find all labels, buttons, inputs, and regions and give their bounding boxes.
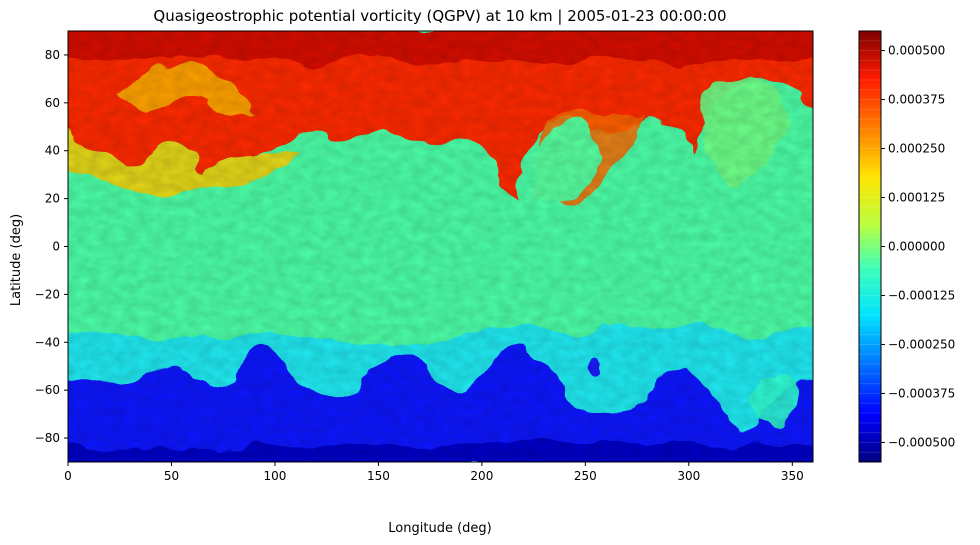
colorbar-bands (859, 40, 881, 453)
colorbar-tick-label: 0.000375 (888, 93, 945, 107)
x-tick-label: 0 (64, 469, 72, 483)
y-tick-label: −80 (35, 431, 60, 445)
y-axis-label: Latitude (deg) (9, 214, 24, 306)
colorbar-tick-label: 0.000000 (888, 240, 945, 254)
x-tick-label: 150 (367, 469, 390, 483)
x-tick-label: 50 (164, 469, 179, 483)
x-tick-label: 300 (677, 469, 700, 483)
y-tick-label: −20 (35, 287, 60, 301)
x-axis: 0 50 100 150 200 250 300 350 (64, 462, 804, 483)
y-tick-label: 40 (45, 144, 60, 158)
colorbar-tick-label: 0.000500 (888, 44, 945, 58)
colorbar-tick-label: −0.000375 (888, 386, 955, 400)
colorbar-tick-label: −0.000500 (888, 435, 955, 449)
y-axis: 80 60 40 20 0 −20 −40 −60 −80 (35, 48, 68, 445)
x-tick-label: 250 (574, 469, 597, 483)
colorbar-tick-label: −0.000250 (888, 337, 955, 351)
colorbar-tick-label: 0.000125 (888, 191, 945, 205)
field-texture (68, 31, 813, 462)
y-tick-label: −60 (35, 383, 60, 397)
chart-title: Quasigeostrophic potential vorticity (QG… (153, 7, 726, 25)
colorbar-tick-label: −0.000125 (888, 288, 955, 302)
y-tick-label: 80 (45, 48, 60, 62)
x-tick-label: 200 (470, 469, 493, 483)
x-tick-label: 100 (263, 469, 286, 483)
qgpv-field (68, 31, 813, 462)
x-tick-label: 350 (781, 469, 804, 483)
colorbar-tick-label: 0.000250 (888, 142, 945, 156)
y-tick-label: 20 (45, 192, 60, 206)
y-tick-label: 60 (45, 96, 60, 110)
y-tick-label: 0 (52, 240, 60, 254)
colorbar-axis: 0.000500 0.000375 0.000250 0.000125 0.000000… (881, 44, 955, 449)
x-axis-label: Longitude (deg) (388, 521, 491, 536)
y-tick-label: −40 (35, 335, 60, 349)
